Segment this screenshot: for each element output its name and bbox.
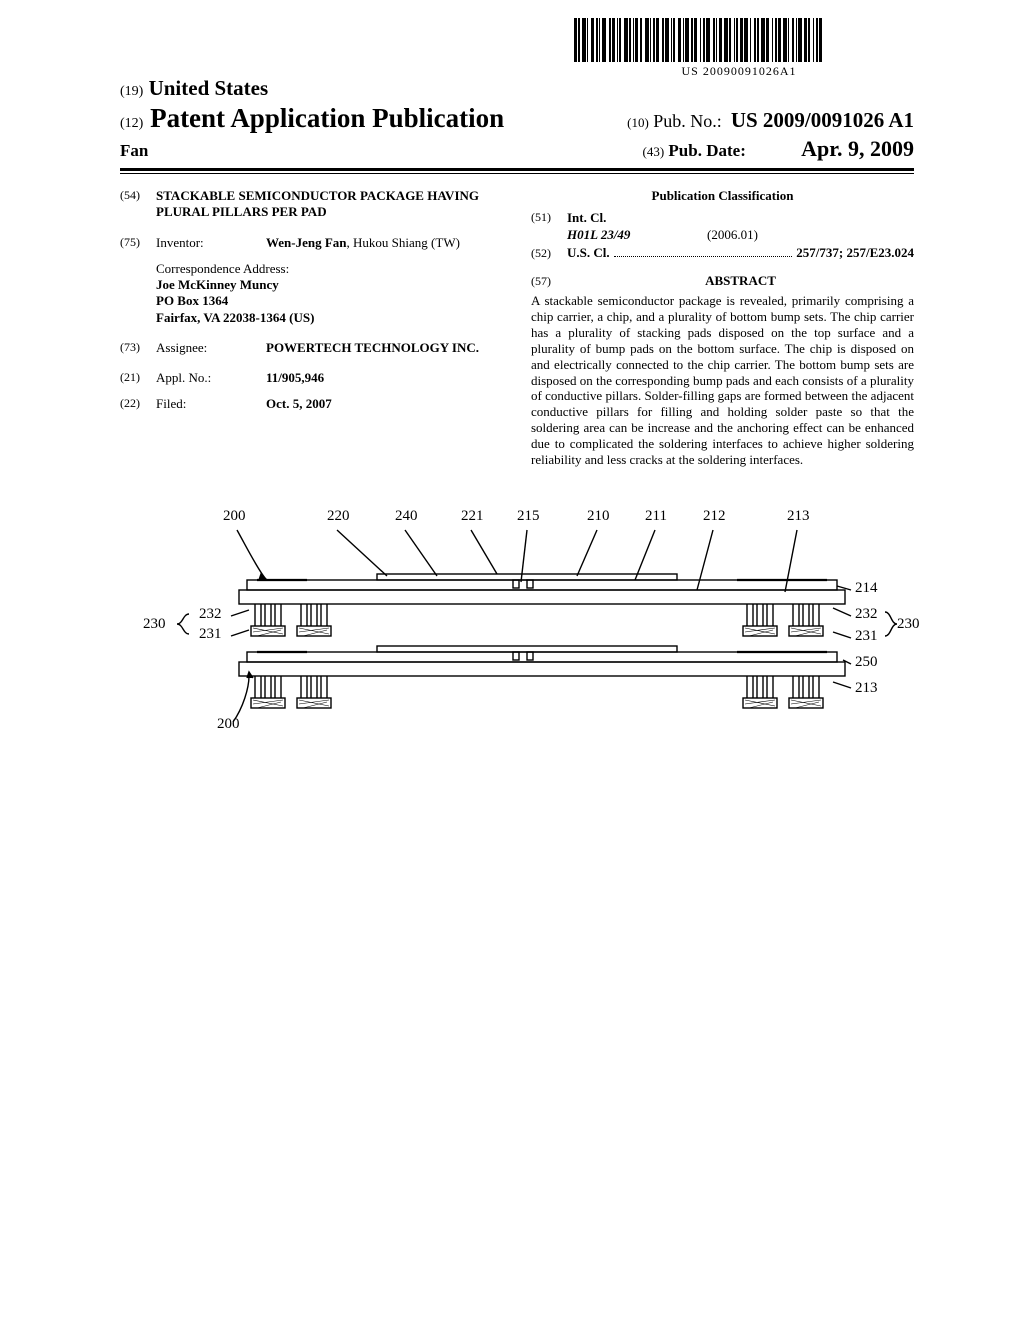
uscl-code: (52) bbox=[531, 246, 567, 261]
uscl-label: U.S. Cl. bbox=[567, 245, 610, 261]
author-name: Fan bbox=[120, 141, 148, 161]
intcl-class: H01L 23/49 bbox=[567, 227, 630, 242]
barcode-text: US 20090091026A1 bbox=[574, 64, 904, 79]
abstract-heading: ABSTRACT bbox=[567, 273, 914, 289]
ref-250r: 250 bbox=[855, 654, 878, 671]
ref-232r: 232 bbox=[855, 606, 878, 623]
ref-221: 221 bbox=[461, 508, 484, 525]
barcode-block: US 20090091026A1 bbox=[574, 18, 904, 79]
ref-230r: 230 bbox=[897, 616, 920, 633]
assignee-code: (73) bbox=[120, 340, 156, 356]
patent-title: STACKABLE SEMICONDUCTOR PACKAGE HAVING P… bbox=[156, 188, 503, 221]
divider-thick bbox=[120, 168, 914, 171]
classification-heading: Publication Classification bbox=[531, 188, 914, 204]
right-column: Publication Classification (51) Int. Cl.… bbox=[531, 188, 914, 468]
corr-line-1: Joe McKinney Muncy bbox=[156, 277, 279, 292]
ref-200b: 200 bbox=[217, 716, 240, 733]
intcl-date: (2006.01) bbox=[707, 227, 758, 243]
appl-label: Appl. No.: bbox=[156, 370, 266, 386]
dotted-leader bbox=[614, 246, 793, 257]
author-line: Fan (43) Pub. Date: Apr. 9, 2009 bbox=[120, 136, 914, 162]
ref-232l: 232 bbox=[199, 606, 222, 623]
ref-231l: 231 bbox=[199, 626, 222, 643]
left-column: (54) STACKABLE SEMICONDUCTOR PACKAGE HAV… bbox=[120, 188, 503, 468]
filed-code: (22) bbox=[120, 396, 156, 412]
country-line: (19) United States bbox=[120, 76, 914, 101]
pub-label: Patent Application Publication bbox=[150, 103, 504, 133]
patent-page: US 20090091026A1 (19) United States (12)… bbox=[0, 0, 1024, 1320]
abstract-heading-row: (57) ABSTRACT bbox=[531, 267, 914, 293]
intcl-code: (51) bbox=[531, 210, 567, 243]
ref-213r: 213 bbox=[855, 680, 878, 697]
pubno-label: Pub. No.: bbox=[653, 111, 722, 131]
ref-240: 240 bbox=[395, 508, 418, 525]
pubdate-code: (43) bbox=[643, 144, 665, 159]
publication-line: (12) Patent Application Publication (10)… bbox=[120, 103, 914, 134]
title-field: (54) STACKABLE SEMICONDUCTOR PACKAGE HAV… bbox=[120, 188, 503, 221]
ref-220: 220 bbox=[327, 508, 350, 525]
pubdate-label: Pub. Date: bbox=[668, 141, 745, 160]
country-code: (19) bbox=[120, 84, 143, 99]
intcl-field: (51) Int. Cl. H01L 23/49 (2006.01) bbox=[531, 210, 914, 243]
inventor-rest: , Hukou Shiang (TW) bbox=[347, 235, 460, 250]
assignee-value: POWERTECH TECHNOLOGY INC. bbox=[266, 340, 479, 355]
pub-code: (12) bbox=[120, 116, 143, 131]
pubno-code: (10) bbox=[627, 115, 649, 130]
appl-value: 11/905,946 bbox=[266, 370, 324, 385]
corr-line-2: PO Box 1364 bbox=[156, 293, 228, 308]
patent-figure: 200 220 240 221 215 210 211 212 213 214 … bbox=[137, 508, 897, 758]
appl-code: (21) bbox=[120, 370, 156, 386]
assignee-label: Assignee: bbox=[156, 340, 266, 356]
ref-213: 213 bbox=[787, 508, 810, 525]
figure-svg bbox=[137, 508, 897, 758]
corr-heading: Correspondence Address: bbox=[156, 261, 503, 277]
uscl-field: (52) U.S. Cl. 257/737; 257/E23.024 bbox=[531, 245, 914, 261]
correspondence-block: Correspondence Address: Joe McKinney Mun… bbox=[156, 261, 503, 326]
header: (19) United States (12) Patent Applicati… bbox=[120, 76, 914, 174]
inventor-label: Inventor: bbox=[156, 235, 266, 251]
ref-200: 200 bbox=[223, 508, 246, 525]
filed-value: Oct. 5, 2007 bbox=[266, 396, 332, 411]
ref-230l: 230 bbox=[143, 616, 166, 633]
divider-thin bbox=[120, 173, 914, 174]
filed-field: (22) Filed: Oct. 5, 2007 bbox=[120, 396, 503, 412]
assignee-field: (73) Assignee: POWERTECH TECHNOLOGY INC. bbox=[120, 340, 503, 356]
uscl-value: 257/737; 257/E23.024 bbox=[796, 245, 914, 260]
ref-231r: 231 bbox=[855, 628, 878, 645]
ref-212: 212 bbox=[703, 508, 726, 525]
ref-214r: 214 bbox=[855, 580, 878, 597]
abstract-code: (57) bbox=[531, 274, 567, 289]
inventor-field: (75) Inventor: Wen-Jeng Fan, Hukou Shian… bbox=[120, 235, 503, 251]
inventor-name: Wen-Jeng Fan bbox=[266, 235, 347, 250]
corr-line-3: Fairfax, VA 22038-1364 (US) bbox=[156, 310, 314, 325]
inventor-code: (75) bbox=[120, 235, 156, 251]
country-name: United States bbox=[149, 76, 269, 100]
pubno-value: US 2009/0091026 A1 bbox=[731, 108, 914, 132]
inventor-value: Wen-Jeng Fan, Hukou Shiang (TW) bbox=[266, 235, 503, 251]
body-columns: (54) STACKABLE SEMICONDUCTOR PACKAGE HAV… bbox=[120, 188, 914, 468]
abstract-text: A stackable semiconductor package is rev… bbox=[531, 293, 914, 467]
title-code: (54) bbox=[120, 188, 156, 221]
ref-210: 210 bbox=[587, 508, 610, 525]
filed-label: Filed: bbox=[156, 396, 266, 412]
intcl-label: Int. Cl. bbox=[567, 210, 606, 225]
appl-field: (21) Appl. No.: 11/905,946 bbox=[120, 370, 503, 386]
ref-211: 211 bbox=[645, 508, 667, 525]
barcode bbox=[574, 18, 904, 62]
ref-215: 215 bbox=[517, 508, 540, 525]
pubdate-value: Apr. 9, 2009 bbox=[801, 136, 914, 161]
